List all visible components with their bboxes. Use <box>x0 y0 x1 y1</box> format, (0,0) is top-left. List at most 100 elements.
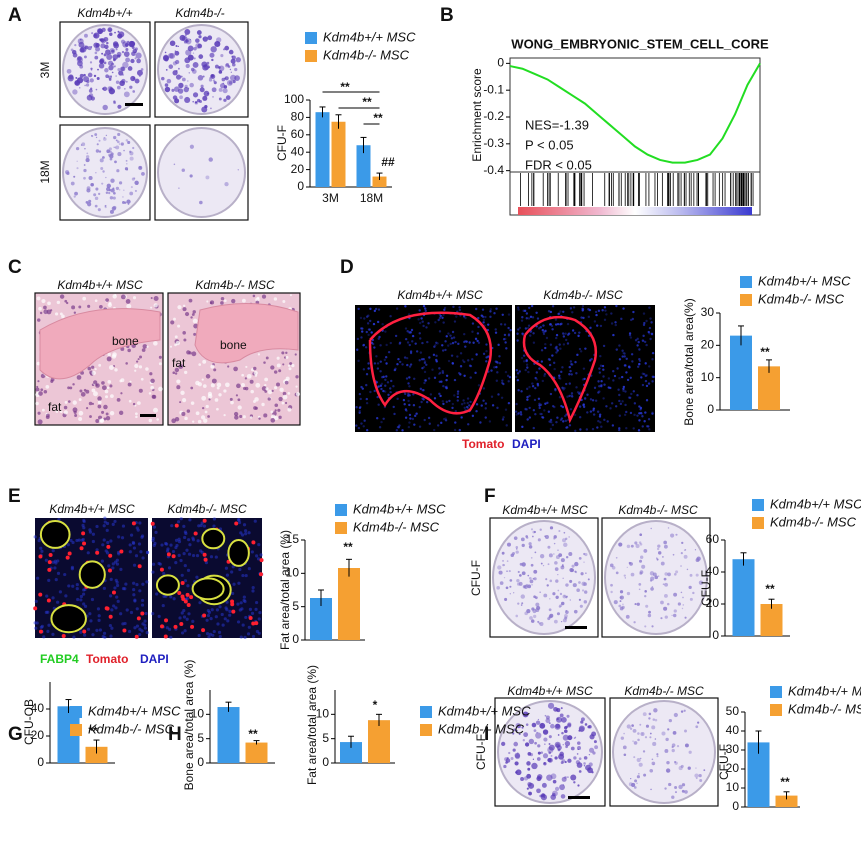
nucleus <box>633 390 635 392</box>
annotation: ** <box>362 95 372 109</box>
nucleus <box>504 341 506 343</box>
nucleus <box>645 344 647 346</box>
nucleus <box>557 323 559 325</box>
cell <box>277 357 280 360</box>
cell <box>82 297 86 301</box>
nucleus <box>582 378 584 380</box>
colony <box>125 57 130 62</box>
nucleus <box>605 313 607 315</box>
cell <box>238 405 242 409</box>
colony <box>515 753 521 759</box>
nucleus <box>565 339 567 341</box>
cell <box>270 410 273 413</box>
colony <box>523 739 525 741</box>
tomato-cell <box>47 598 51 602</box>
colony <box>627 592 630 595</box>
nucleus <box>631 360 633 362</box>
colony <box>132 46 135 49</box>
nucleus <box>583 403 585 405</box>
nucleus <box>542 329 544 331</box>
nucleus <box>178 616 181 619</box>
nucleus <box>464 407 466 409</box>
legend-swatch <box>420 706 432 718</box>
nucleus <box>475 410 477 412</box>
colony <box>561 794 566 799</box>
nucleus <box>146 551 149 554</box>
colony <box>570 599 571 600</box>
y-tick-label: 30 <box>701 305 715 319</box>
tomato-cell <box>119 549 123 553</box>
column-label: Kdm4b-/- MSC <box>167 502 247 516</box>
y-axis-label: CFU-F <box>699 570 713 606</box>
scale-bar <box>140 414 156 417</box>
nucleus <box>496 380 498 382</box>
colony <box>516 550 519 553</box>
tomato-cell <box>164 634 168 638</box>
nucleus <box>225 608 228 611</box>
nucleus <box>47 579 50 582</box>
colony <box>554 535 557 538</box>
cell <box>288 365 290 367</box>
cell <box>152 395 156 399</box>
cell <box>258 353 260 355</box>
nucleus <box>651 358 653 360</box>
nucleus <box>424 307 426 309</box>
nucleus <box>603 384 605 386</box>
colony <box>212 96 214 98</box>
colony <box>178 83 183 88</box>
nucleus <box>41 625 44 628</box>
nucleus <box>517 308 519 310</box>
nucleus <box>109 539 112 542</box>
colony <box>620 596 622 598</box>
colony <box>681 542 683 544</box>
cell <box>149 392 152 395</box>
colony <box>91 183 94 186</box>
nucleus <box>135 554 138 557</box>
nucleus <box>428 356 430 358</box>
cell <box>159 362 162 365</box>
colony <box>639 763 643 767</box>
cell <box>158 387 163 392</box>
colony <box>557 550 558 551</box>
cell <box>281 351 284 354</box>
cell <box>135 416 138 419</box>
colony <box>557 718 559 720</box>
nucleus <box>116 559 119 562</box>
colony <box>664 583 668 587</box>
nucleus <box>527 418 529 420</box>
nucleus <box>379 426 381 428</box>
nucleus <box>237 518 240 521</box>
nucleus <box>574 361 576 363</box>
colony <box>616 557 618 559</box>
cell <box>250 390 254 394</box>
nucleus <box>112 604 115 607</box>
nucleus <box>648 418 650 420</box>
colony <box>557 574 558 575</box>
colony <box>543 753 548 758</box>
cell <box>98 364 101 367</box>
nucleus <box>228 610 231 613</box>
colony <box>623 733 625 735</box>
cell <box>241 374 244 377</box>
colony <box>223 99 226 102</box>
colony <box>106 192 108 194</box>
nucleus <box>550 428 552 430</box>
nucleus <box>589 327 591 329</box>
cell <box>95 419 99 423</box>
colony <box>117 105 121 109</box>
nucleus <box>526 396 528 398</box>
colony <box>565 596 567 598</box>
nucleus <box>105 549 108 552</box>
nucleus <box>604 309 606 311</box>
nucleus <box>363 420 365 422</box>
cell <box>274 386 277 389</box>
nucleus <box>541 349 543 351</box>
nucleus <box>493 366 495 368</box>
legend-label: Kdm4b-/- MSC <box>758 291 845 306</box>
colony <box>101 183 103 185</box>
nucleus <box>239 531 242 534</box>
nucleus <box>627 379 629 381</box>
nucleus <box>407 341 409 343</box>
colony <box>178 68 180 70</box>
nucleus <box>123 622 126 625</box>
